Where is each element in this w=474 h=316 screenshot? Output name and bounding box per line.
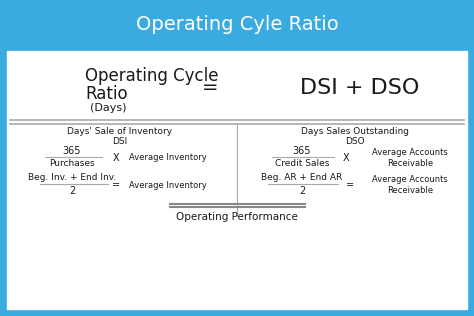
Text: Credit Sales: Credit Sales bbox=[275, 160, 329, 168]
Text: Operating Cyle Ratio: Operating Cyle Ratio bbox=[136, 15, 338, 34]
Text: X: X bbox=[113, 153, 119, 163]
Text: 365: 365 bbox=[293, 146, 311, 156]
Text: Operating Performance: Operating Performance bbox=[176, 212, 298, 222]
Text: 2: 2 bbox=[69, 186, 75, 196]
Text: Beg. AR + End AR: Beg. AR + End AR bbox=[261, 173, 343, 183]
Text: Days' Sale of Inventory: Days' Sale of Inventory bbox=[67, 127, 173, 137]
Bar bbox=[7, 51, 467, 309]
Text: DSO: DSO bbox=[345, 137, 365, 145]
Text: Purchases: Purchases bbox=[49, 160, 95, 168]
Text: DSI + DSO: DSI + DSO bbox=[301, 78, 419, 98]
Text: Beg. Inv. + End Inv.: Beg. Inv. + End Inv. bbox=[28, 173, 116, 183]
Text: Operating Cycle: Operating Cycle bbox=[85, 67, 219, 85]
Text: Average Inventory: Average Inventory bbox=[129, 154, 207, 162]
Text: Ratio: Ratio bbox=[85, 85, 128, 103]
Text: X: X bbox=[343, 153, 349, 163]
Bar bbox=[0, 0, 474, 50]
Text: DSI: DSI bbox=[112, 137, 128, 145]
Text: Days Sales Outstanding: Days Sales Outstanding bbox=[301, 127, 409, 137]
Text: =: = bbox=[112, 180, 120, 190]
Text: =: = bbox=[202, 78, 218, 98]
Text: Average Inventory: Average Inventory bbox=[129, 180, 207, 190]
Text: =: = bbox=[346, 180, 354, 190]
Text: 365: 365 bbox=[63, 146, 81, 156]
Text: Average Accounts
Receivable: Average Accounts Receivable bbox=[372, 148, 448, 168]
Text: Average Accounts
Receivable: Average Accounts Receivable bbox=[372, 175, 448, 195]
Text: 2: 2 bbox=[299, 186, 305, 196]
Text: (Days): (Days) bbox=[90, 103, 127, 113]
